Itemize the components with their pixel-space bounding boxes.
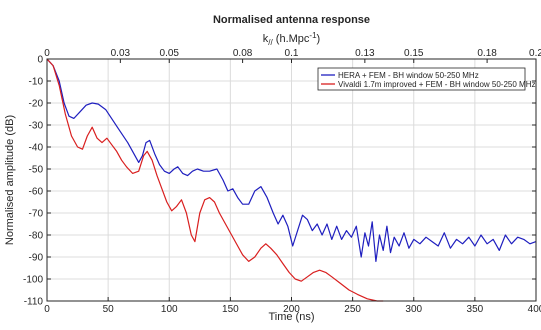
y-tick-label: -30 xyxy=(29,121,44,132)
plot-frame xyxy=(46,58,537,302)
series-group xyxy=(46,58,537,302)
top-x-tick-label: 0.18 xyxy=(477,48,497,59)
y-tick-label: -10 xyxy=(29,77,44,88)
y-tick-label: -40 xyxy=(29,143,44,154)
top-axis-title: k// (h.Mpc-1) xyxy=(263,31,320,47)
top-x-tick-label: 0.03 xyxy=(111,48,131,59)
series-line xyxy=(46,58,384,302)
x-tick-label: 300 xyxy=(405,304,422,315)
y-tick-label: -110 xyxy=(24,297,44,308)
y-tick-label: -20 xyxy=(29,99,44,110)
legend-label: Vivaldi 1.7m improved + FEM - BH window … xyxy=(338,80,535,89)
x-tick-label: 350 xyxy=(467,304,484,315)
legend: HERA + FEM - BH window 50-250 MHzVivaldi… xyxy=(317,67,535,91)
top-x-tick-label: 0.1 xyxy=(285,48,299,59)
top-x-tick-label: 0.2 xyxy=(529,48,541,59)
top-x-tick-label: 0.08 xyxy=(233,48,253,59)
x-tick-label: 0 xyxy=(44,304,50,315)
series-line xyxy=(46,58,537,262)
y-tick-label: -70 xyxy=(29,209,44,220)
chart-title: Normalised antenna response xyxy=(213,14,370,26)
legend-box xyxy=(317,67,526,91)
y-tick-label: -80 xyxy=(29,231,44,242)
y-tick-label: -100 xyxy=(23,275,43,286)
top-x-tick-label: 0 xyxy=(44,48,50,59)
legend-label: HERA + FEM - BH window 50-250 MHz xyxy=(338,71,479,80)
y-tick-label: 0 xyxy=(37,55,43,66)
top-x-tick-label: 0.13 xyxy=(355,48,375,59)
x-axis-title: Time (ns) xyxy=(268,311,314,323)
y-tick-label: -60 xyxy=(29,187,44,198)
x-tick-label: 50 xyxy=(103,304,115,315)
x-tick-label: 400 xyxy=(528,304,541,315)
top-x-tick-label: 0.15 xyxy=(404,48,424,59)
x-tick-label: 200 xyxy=(283,304,300,315)
x-tick-label: 250 xyxy=(344,304,361,315)
x-tick-label: 100 xyxy=(161,304,178,315)
y-tick-label: -90 xyxy=(29,253,44,264)
top-x-tick-label: 0.05 xyxy=(160,48,180,59)
grid xyxy=(46,58,537,302)
y-tick-label: -50 xyxy=(29,165,44,176)
axes: 0 50 100 150 200 250 300 350 400 0 0.03 0.05 0.08 0.1… xyxy=(23,48,541,315)
y-axis-title: Normalised amplitude (dB) xyxy=(4,115,16,245)
x-tick-label: 150 xyxy=(222,304,239,315)
